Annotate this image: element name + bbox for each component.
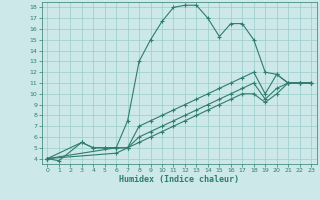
- X-axis label: Humidex (Indice chaleur): Humidex (Indice chaleur): [119, 175, 239, 184]
